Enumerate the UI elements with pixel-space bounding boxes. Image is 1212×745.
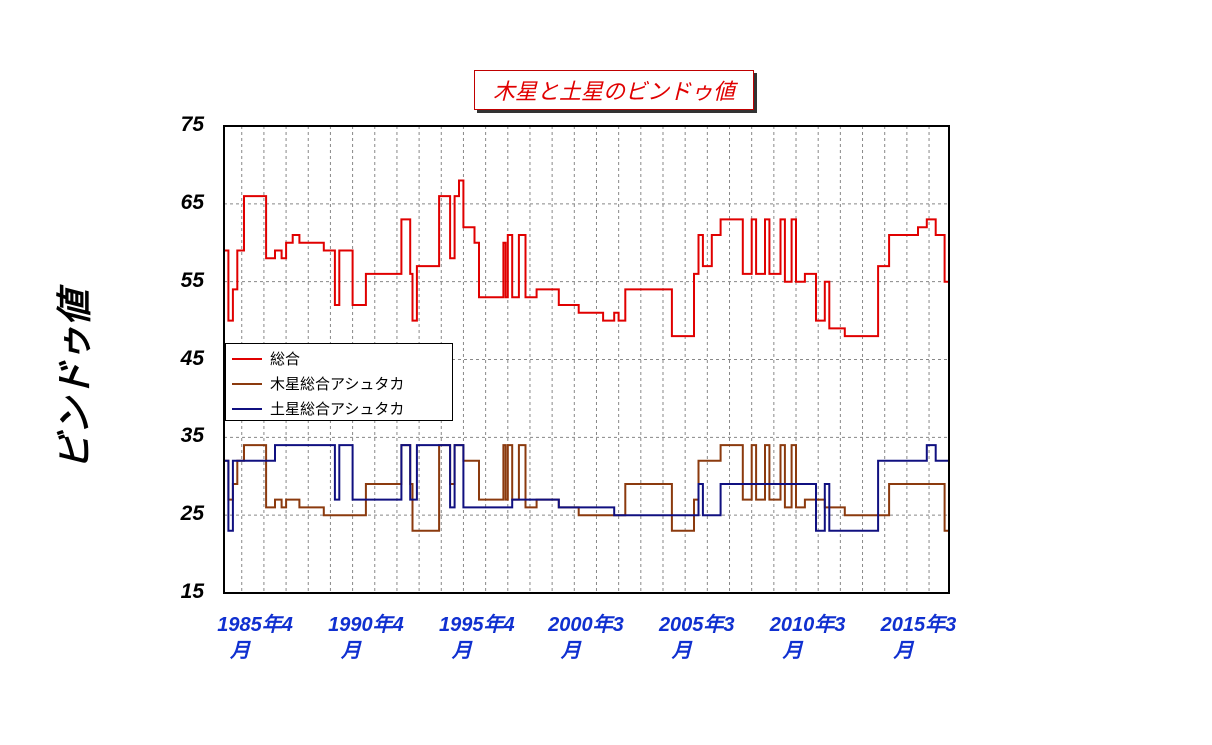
x-tick-label: 2000年3 月 bbox=[531, 612, 641, 664]
x-tick-label-line1: 1995年4 bbox=[439, 614, 515, 636]
x-tick-label-line1: 2015年3 bbox=[880, 614, 957, 636]
y-tick-label: 55 bbox=[180, 268, 204, 292]
x-tick-label-line2: 月 bbox=[671, 640, 692, 662]
x-tick-label-line1: 1990年4 bbox=[328, 614, 404, 636]
x-tick-label: 2015年3 月 bbox=[863, 612, 973, 664]
series-line-0 bbox=[224, 179, 949, 338]
legend-item-total: 総合 bbox=[226, 346, 452, 371]
legend-label-jupiter: 木星総合アシュタカ bbox=[270, 375, 405, 393]
plot-frame bbox=[223, 125, 950, 594]
legend-swatch-saturn bbox=[232, 407, 262, 410]
x-tick-label: 1985年4 月 bbox=[200, 612, 310, 664]
x-tick-label: 1990年4 月 bbox=[311, 612, 421, 664]
x-tick-label-line2: 月 bbox=[451, 640, 472, 662]
series-line-1 bbox=[224, 444, 949, 532]
y-tick-label: 65 bbox=[180, 190, 204, 214]
y-tick-label: 25 bbox=[180, 502, 204, 526]
legend-label-total: 総合 bbox=[270, 350, 301, 368]
x-tick-label-line2: 月 bbox=[340, 640, 361, 662]
y-tick-label: 15 bbox=[180, 580, 204, 603]
legend-swatch-total bbox=[232, 357, 262, 360]
legend: 総合 木星総合アシュタカ 土星総合アシュタカ bbox=[225, 343, 453, 421]
y-axis-label: ビンドゥ値 bbox=[55, 289, 96, 470]
x-tick-label: 2005年3 月 bbox=[642, 612, 752, 664]
x-tick-label: 1995年4 月 bbox=[422, 612, 532, 664]
series-lines bbox=[224, 179, 949, 532]
y-tick-label: 35 bbox=[180, 424, 204, 448]
x-tick-label: 2010年3 月 bbox=[753, 612, 863, 664]
y-tick-label: 75 bbox=[180, 113, 204, 136]
x-tick-label-line1: 1985年4 bbox=[217, 614, 293, 636]
x-tick-label-line2: 月 bbox=[782, 640, 803, 662]
x-tick-label-line1: 2000年3 bbox=[548, 614, 624, 636]
legend-item-saturn: 土星総合アシュタカ bbox=[226, 396, 452, 421]
chart-title-box: 木星と土星のビンドゥ値 bbox=[474, 70, 754, 110]
x-tick-label-line1: 2010年3 bbox=[769, 614, 846, 636]
series-line-2 bbox=[224, 444, 949, 532]
x-tick-label-line2: 月 bbox=[893, 640, 914, 662]
x-tick-label-line2: 月 bbox=[230, 640, 251, 662]
chart-title: 木星と土星のビンドゥ値 bbox=[492, 80, 735, 105]
legend-label-saturn: 土星総合アシュタカ bbox=[270, 400, 405, 418]
y-tick-label: 45 bbox=[180, 346, 204, 370]
legend-item-jupiter: 木星総合アシュタカ bbox=[226, 371, 452, 396]
x-tick-label-line1: 2005年3 bbox=[658, 614, 735, 636]
x-tick-label-line2: 月 bbox=[560, 640, 581, 662]
legend-swatch-jupiter bbox=[232, 382, 262, 385]
